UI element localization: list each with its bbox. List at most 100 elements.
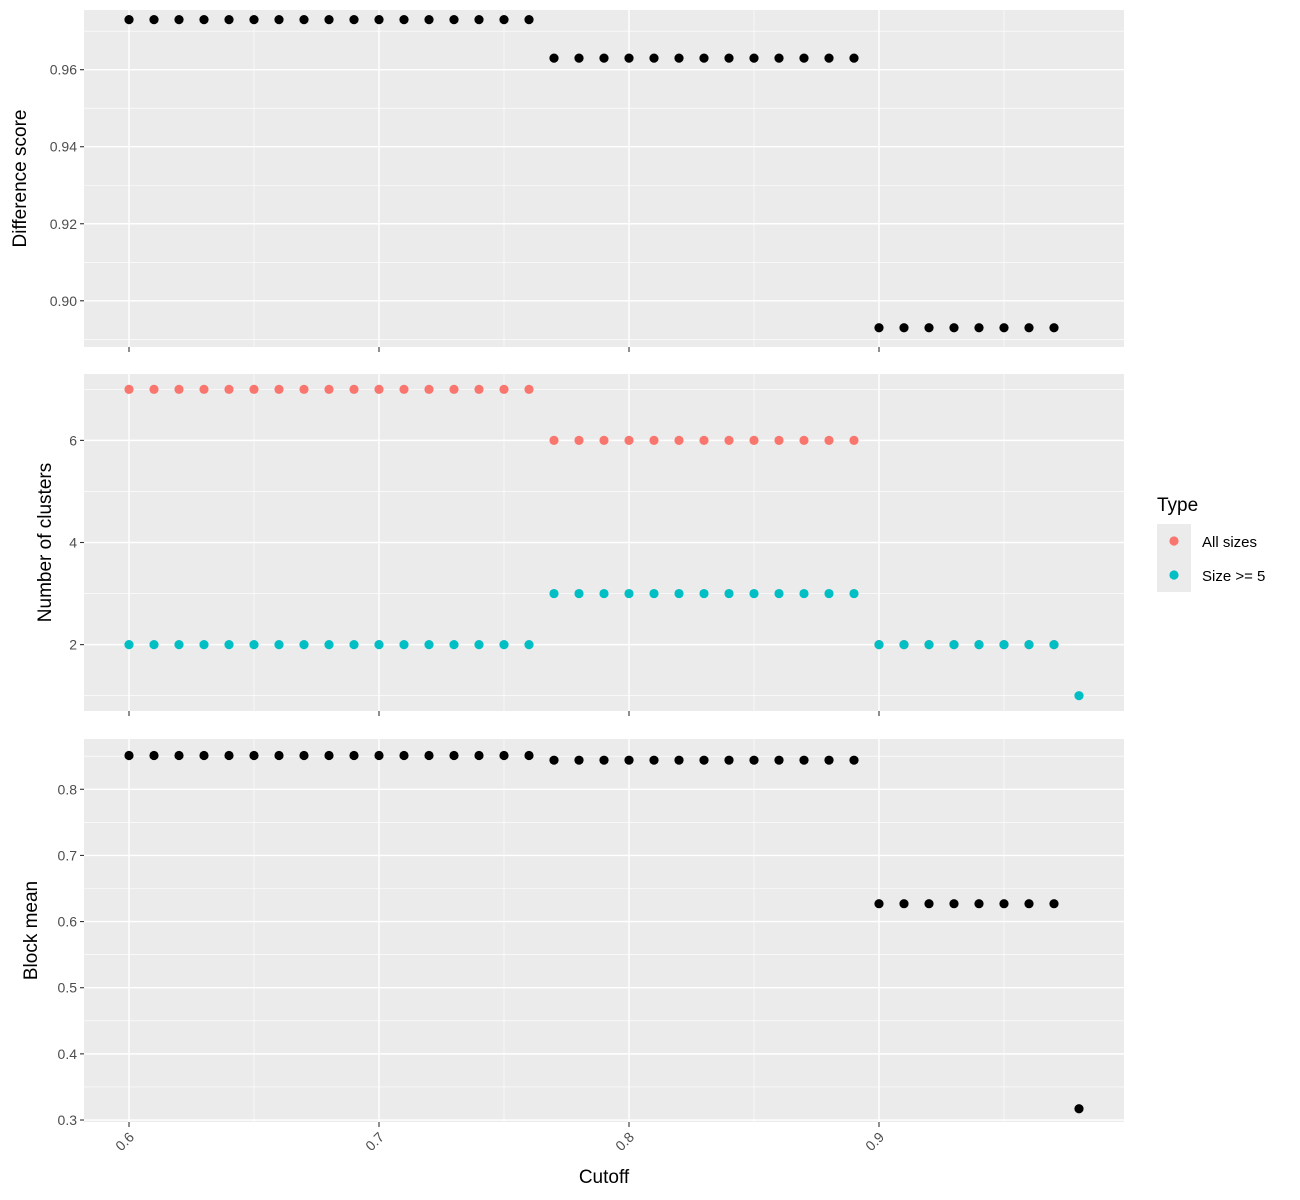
data-point xyxy=(899,899,909,909)
data-point xyxy=(924,640,934,650)
data-point xyxy=(174,640,184,650)
data-point xyxy=(549,588,559,599)
data-point xyxy=(874,323,884,333)
data-point xyxy=(324,640,334,650)
data-point xyxy=(349,15,359,25)
data-point xyxy=(324,384,334,394)
x-tick-label: 0.7 xyxy=(362,1129,387,1154)
data-point xyxy=(774,53,784,63)
data-point xyxy=(699,755,709,765)
data-point xyxy=(599,755,609,765)
data-point xyxy=(649,755,659,765)
data-point xyxy=(699,588,709,599)
data-point xyxy=(274,384,284,394)
data-point xyxy=(899,323,909,333)
data-point xyxy=(1049,323,1059,333)
data-point xyxy=(624,588,634,599)
data-point xyxy=(424,750,434,761)
legend-key-point xyxy=(1169,536,1179,546)
data-point xyxy=(624,755,634,765)
data-point xyxy=(399,750,409,761)
data-point xyxy=(374,15,384,25)
data-point xyxy=(449,15,459,25)
data-point xyxy=(199,15,209,25)
panel-2: 2 4 6 Number of clusters xyxy=(35,374,1124,716)
data-point xyxy=(849,755,859,765)
panel-1: 0.90 0.92 0.94 0.96 Difference score xyxy=(10,10,1124,352)
data-point xyxy=(299,750,309,761)
data-point xyxy=(574,755,584,765)
data-point xyxy=(749,435,759,445)
data-point xyxy=(199,384,209,394)
data-point xyxy=(724,53,734,63)
data-point xyxy=(549,53,559,63)
data-point xyxy=(124,384,134,394)
legend-title: Type xyxy=(1157,495,1198,516)
panel-3: 0.3 0.4 0.5 0.6 0.7 0.8 Block mean xyxy=(21,739,1124,1128)
data-point xyxy=(1074,691,1084,701)
data-point xyxy=(624,435,634,445)
data-point xyxy=(224,384,234,394)
data-point xyxy=(824,435,834,445)
data-point xyxy=(774,588,784,599)
data-point xyxy=(949,640,959,650)
data-point xyxy=(899,640,909,650)
legend: Type All sizes Size >= 5 xyxy=(1157,495,1265,592)
data-point xyxy=(699,435,709,445)
y-tick-label: 0.8 xyxy=(58,781,78,797)
data-point xyxy=(499,384,509,394)
legend-entry: Size >= 5 xyxy=(1157,558,1265,592)
data-point xyxy=(674,588,684,599)
data-point xyxy=(249,384,259,394)
data-point xyxy=(749,53,759,63)
data-point xyxy=(649,588,659,599)
data-point xyxy=(1024,323,1034,333)
data-point xyxy=(524,384,534,394)
legend-entry: All sizes xyxy=(1157,524,1257,558)
data-point xyxy=(999,323,1009,333)
data-point xyxy=(574,588,584,599)
data-point xyxy=(199,640,209,650)
data-point xyxy=(349,750,359,761)
y-tick-label: 4 xyxy=(69,535,77,551)
data-point xyxy=(499,15,509,25)
data-point xyxy=(224,750,234,761)
y-tick-label: 0.92 xyxy=(50,216,77,232)
data-point xyxy=(474,15,484,25)
data-point xyxy=(774,435,784,445)
data-point xyxy=(824,755,834,765)
data-point xyxy=(824,588,834,599)
data-point xyxy=(599,435,609,445)
y-tick-label: 0.96 xyxy=(50,62,77,78)
data-point xyxy=(449,750,459,761)
data-point xyxy=(674,53,684,63)
y-axis-title: Block mean xyxy=(21,881,42,980)
x-axis-title: Cutoff xyxy=(579,1167,630,1188)
data-point xyxy=(524,640,534,650)
data-point xyxy=(424,640,434,650)
data-point xyxy=(599,588,609,599)
data-point xyxy=(949,899,959,909)
panel-background xyxy=(84,10,1124,347)
y-tick-label: 0.90 xyxy=(50,293,77,309)
data-point xyxy=(124,15,134,25)
data-point xyxy=(549,435,559,445)
data-point xyxy=(999,640,1009,650)
data-point xyxy=(174,384,184,394)
data-point xyxy=(874,899,884,909)
data-point xyxy=(299,640,309,650)
data-point xyxy=(699,53,709,63)
data-point xyxy=(449,640,459,650)
data-point xyxy=(949,323,959,333)
y-tick-label: 0.4 xyxy=(58,1046,78,1062)
x-tick-label: 0.6 xyxy=(112,1129,137,1154)
data-point xyxy=(574,435,584,445)
data-point xyxy=(799,588,809,599)
data-point xyxy=(374,384,384,394)
data-point xyxy=(874,640,884,650)
series-1 xyxy=(124,15,1059,333)
data-point xyxy=(799,755,809,765)
data-point xyxy=(249,750,259,761)
y-tick-label: 0.5 xyxy=(58,980,78,996)
data-point xyxy=(224,15,234,25)
